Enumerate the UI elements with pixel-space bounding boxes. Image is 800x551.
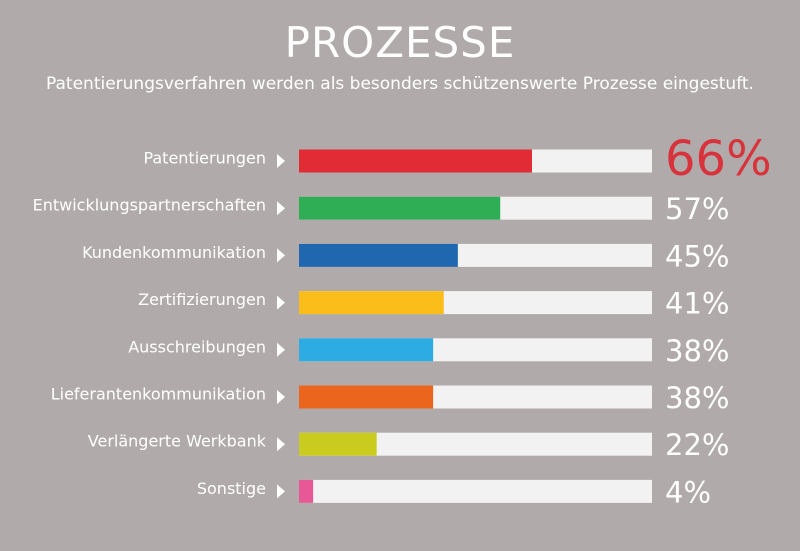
value-label: 45%: [665, 239, 729, 273]
arrow-icon: [277, 295, 285, 310]
category-label: Ausschreibungen: [128, 337, 266, 356]
bar: [299, 149, 532, 173]
category-label: Kundenkommunikation: [82, 243, 266, 262]
category-label: Lieferantenkommunikation: [51, 385, 266, 404]
value-label: 22%: [665, 428, 729, 462]
chart-title: PROZESSE: [284, 18, 516, 67]
value-label: 38%: [665, 381, 729, 415]
bar: [299, 338, 434, 362]
category-label: Zertifizierungen: [138, 290, 266, 309]
bar: [299, 243, 458, 267]
arrow-icon: [277, 437, 285, 452]
category-label: Sonstige: [197, 479, 266, 498]
value-label: 4%: [665, 475, 711, 509]
bar-track: [299, 432, 652, 456]
value-label: 38%: [665, 334, 729, 368]
value-label: 41%: [665, 287, 729, 321]
value-label: 66%: [665, 131, 772, 187]
category-label: Entwicklungspartnerschaften: [33, 196, 266, 215]
arrow-icon: [277, 342, 285, 357]
category-label: Verlängerte Werkbank: [88, 432, 267, 451]
arrow-icon: [277, 390, 285, 404]
bar: [299, 196, 501, 220]
arrow-icon: [277, 154, 285, 168]
value-label: 57%: [665, 192, 729, 226]
bar: [299, 432, 377, 456]
bar: [299, 479, 314, 503]
chart-subtitle: Patentierungsverfahren werden als besond…: [46, 74, 754, 94]
bar: [299, 291, 444, 315]
bar: [299, 385, 434, 409]
arrow-icon: [277, 201, 285, 216]
bar-track: [299, 479, 652, 503]
arrow-icon: [277, 248, 285, 263]
arrow-icon: [277, 484, 285, 499]
category-label: Patentierungen: [143, 149, 266, 168]
